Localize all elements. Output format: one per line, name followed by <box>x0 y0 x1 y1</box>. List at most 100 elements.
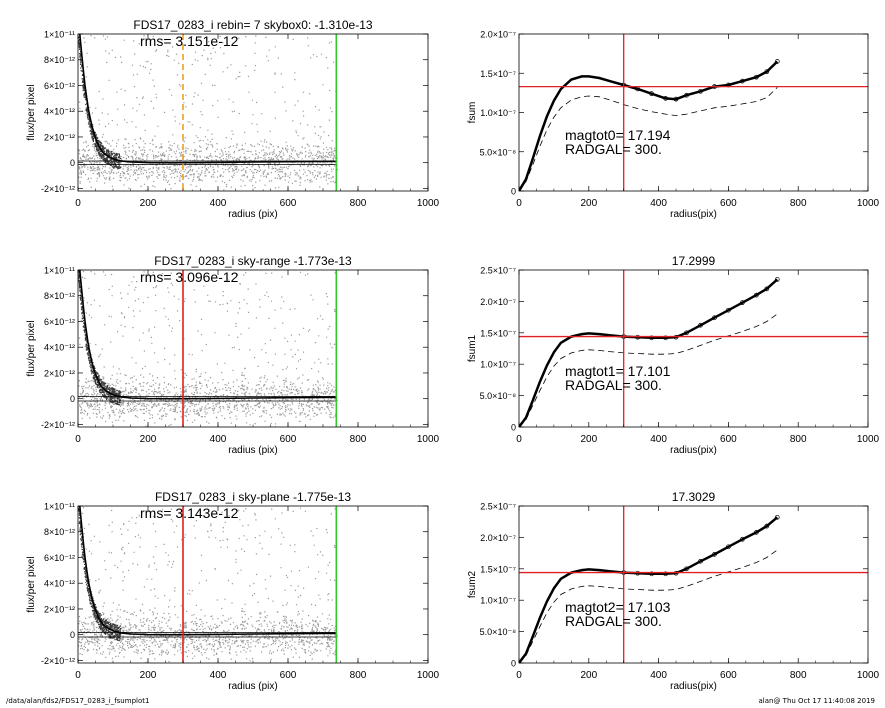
x-tick-label: 0 <box>75 670 81 681</box>
radgal-annotation: RADGAL= 300. <box>565 141 662 157</box>
y-tick-label: 1×10⁻¹¹ <box>44 266 75 276</box>
y-tick-label: 2×10⁻¹² <box>44 132 75 142</box>
fsum-point <box>740 78 745 84</box>
x-tick-label: 400 <box>650 434 667 445</box>
plot-frame <box>518 269 869 428</box>
y-tick-label: 2.0×10⁻⁷ <box>480 297 516 307</box>
y-tick-label: 0 <box>511 187 516 197</box>
fsum-point <box>726 307 731 313</box>
x-axis-label: radius (pix) <box>228 681 277 692</box>
inner-pixel-points <box>78 36 122 170</box>
fsum-point <box>774 59 780 64</box>
rms-annotation: rms= 3.143e-12 <box>140 505 239 521</box>
x-tick-label: 600 <box>720 198 737 209</box>
y-axis-label: flux/per pixel <box>26 320 37 376</box>
y-tick-label: 5.0×10⁻⁸ <box>480 627 517 637</box>
y-tick-label: 1.0×10⁻⁷ <box>480 596 516 606</box>
fsum-point <box>673 96 679 102</box>
chart-panel-1: rms= 3.151e-120 200 400 600 800 1000-2×10⁻¹²0… <box>26 18 440 220</box>
fsum-point <box>740 536 745 542</box>
x-tick-label: 800 <box>790 434 807 445</box>
fsum-point <box>726 544 731 550</box>
y-tick-label: 0 <box>511 423 516 433</box>
y-tick-label: 8×10⁻¹² <box>44 55 75 65</box>
x-tick-label: 800 <box>790 198 807 209</box>
x-tick-label: 600 <box>720 434 737 445</box>
x-tick-label: 800 <box>350 434 367 445</box>
x-tick-label: 0 <box>516 434 522 445</box>
chart-title: FDS17_0283_i sky-range -1.773e-13 <box>154 254 352 268</box>
y-tick-label: 1×10⁻¹¹ <box>44 502 75 512</box>
fsum-point <box>684 330 689 336</box>
x-tick-label: 200 <box>580 198 597 209</box>
y-tick-label: 5.0×10⁻⁸ <box>480 147 517 157</box>
x-tick-label: 0 <box>516 198 522 209</box>
y-tick-label: 2.0×10⁻⁷ <box>480 533 516 543</box>
plot-area <box>519 270 868 427</box>
x-tick-label: 600 <box>280 670 297 681</box>
radial-profile-line <box>79 270 337 400</box>
x-tick-label: 800 <box>790 670 807 681</box>
x-tick-label: 200 <box>580 434 597 445</box>
y-tick-label: 1×10⁻¹¹ <box>44 30 75 40</box>
x-tick-label: 200 <box>140 670 157 681</box>
y-tick-label: 6×10⁻¹² <box>44 81 75 91</box>
fsum-point <box>764 523 770 529</box>
fsum-point <box>753 74 759 80</box>
y-tick-label: 0 <box>70 630 75 640</box>
x-tick-label: 0 <box>75 434 81 445</box>
pixel-scatter-cloud <box>78 270 338 427</box>
chart-title: 17.3029 <box>672 490 716 504</box>
chart-title: FDS17_0283_i sky-plane -1.775e-13 <box>155 490 351 504</box>
x-tick-label: 800 <box>350 198 367 209</box>
fsum-point <box>764 69 770 75</box>
x-tick-label: 600 <box>280 198 297 209</box>
fsum-point <box>698 88 703 94</box>
fsum-point <box>698 322 703 328</box>
rms-annotation: rms= 3.096e-12 <box>140 269 239 285</box>
fsum-point <box>698 558 703 564</box>
x-axis-label: radius(pix) <box>670 681 717 692</box>
x-tick-label: 600 <box>720 670 737 681</box>
footer-file-path: /data/alan/fds2/FDS17_0283_i_fsumplot1 <box>6 697 150 705</box>
x-tick-label: 1000 <box>857 670 880 681</box>
y-tick-label: 1.0×10⁻⁷ <box>480 108 516 118</box>
plot-area <box>78 34 338 191</box>
fsum-point <box>684 92 689 98</box>
fsum-point <box>774 277 780 282</box>
pixel-scatter-cloud <box>78 34 338 191</box>
pixel-scatter-points <box>78 34 338 191</box>
y-tick-label: 6×10⁻¹² <box>44 553 75 563</box>
x-tick-label: 400 <box>650 198 667 209</box>
radgal-annotation: RADGAL= 300. <box>565 377 662 393</box>
fsum-point <box>740 300 745 306</box>
x-tick-label: 1000 <box>857 198 880 209</box>
fsum-point <box>684 566 689 572</box>
fsum-point <box>663 335 668 341</box>
x-tick-label: 200 <box>140 434 157 445</box>
pixel-scatter-points <box>78 506 338 663</box>
inner-pixel-points <box>78 506 122 642</box>
x-tick-label: 400 <box>210 434 227 445</box>
y-tick-label: 6×10⁻¹² <box>44 317 75 327</box>
x-tick-label: 800 <box>350 670 367 681</box>
x-tick-label: 0 <box>516 670 522 681</box>
plot-frame <box>518 505 869 664</box>
y-axis-label: fsum1 <box>467 334 478 362</box>
y-tick-label: 0 <box>70 394 75 404</box>
fsum-point <box>712 315 717 321</box>
x-tick-label: 1000 <box>857 434 880 445</box>
x-tick-label: 1000 <box>417 670 440 681</box>
y-tick-label: -2×10⁻¹² <box>41 184 75 194</box>
y-tick-label: 1.5×10⁻⁷ <box>480 564 516 574</box>
magnitude-annotation: magtot2= 17.103 <box>565 599 671 615</box>
x-axis-label: radius (pix) <box>228 209 277 220</box>
x-tick-label: 400 <box>650 670 667 681</box>
rms-annotation: rms= 3.151e-12 <box>140 33 239 49</box>
chart-panel-3: rms= 3.096e-120 200 400 600 800 1000-2×10⁻¹²0… <box>26 254 440 456</box>
plot-area <box>519 506 868 663</box>
y-axis-label: fsum2 <box>467 570 478 598</box>
fsum-point <box>774 514 780 520</box>
